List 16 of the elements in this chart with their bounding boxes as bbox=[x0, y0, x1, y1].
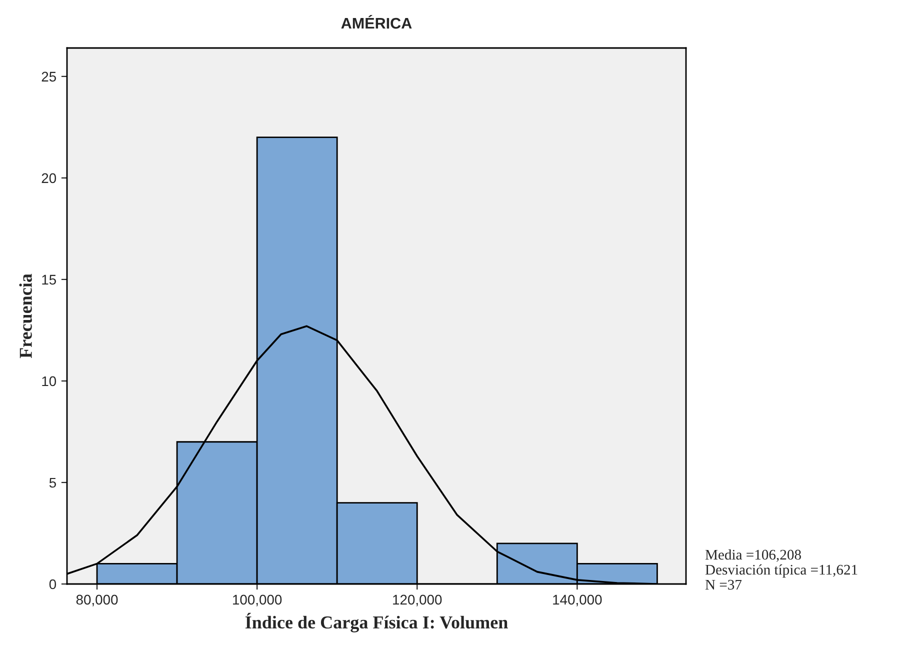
text: N =37 bbox=[705, 580, 742, 590]
x-tick-label: 80,000 bbox=[76, 594, 118, 606]
y-axis-title: Frecuencia bbox=[19, 274, 32, 358]
x-tick-label: 100,000 bbox=[233, 594, 282, 606]
y-tick-label: 25 bbox=[42, 72, 56, 82]
y-tick-label: 10 bbox=[42, 376, 56, 386]
y-tick-label: 15 bbox=[42, 274, 56, 285]
y-tick-label: 5 bbox=[49, 478, 56, 488]
x-tick-label: 120,000 bbox=[393, 594, 442, 606]
y-tick-label: 0 bbox=[49, 579, 56, 590]
text: Media =106,208 bbox=[705, 549, 801, 562]
y-tick-label: 20 bbox=[42, 173, 56, 184]
x-tick-label: 140,000 bbox=[553, 594, 602, 606]
x-axis-title: Índice de Carga Física I: Volumen bbox=[245, 612, 508, 632]
chart-title: AMÉRICA bbox=[341, 15, 412, 29]
text: Desviación típica =11,621 bbox=[705, 564, 858, 578]
